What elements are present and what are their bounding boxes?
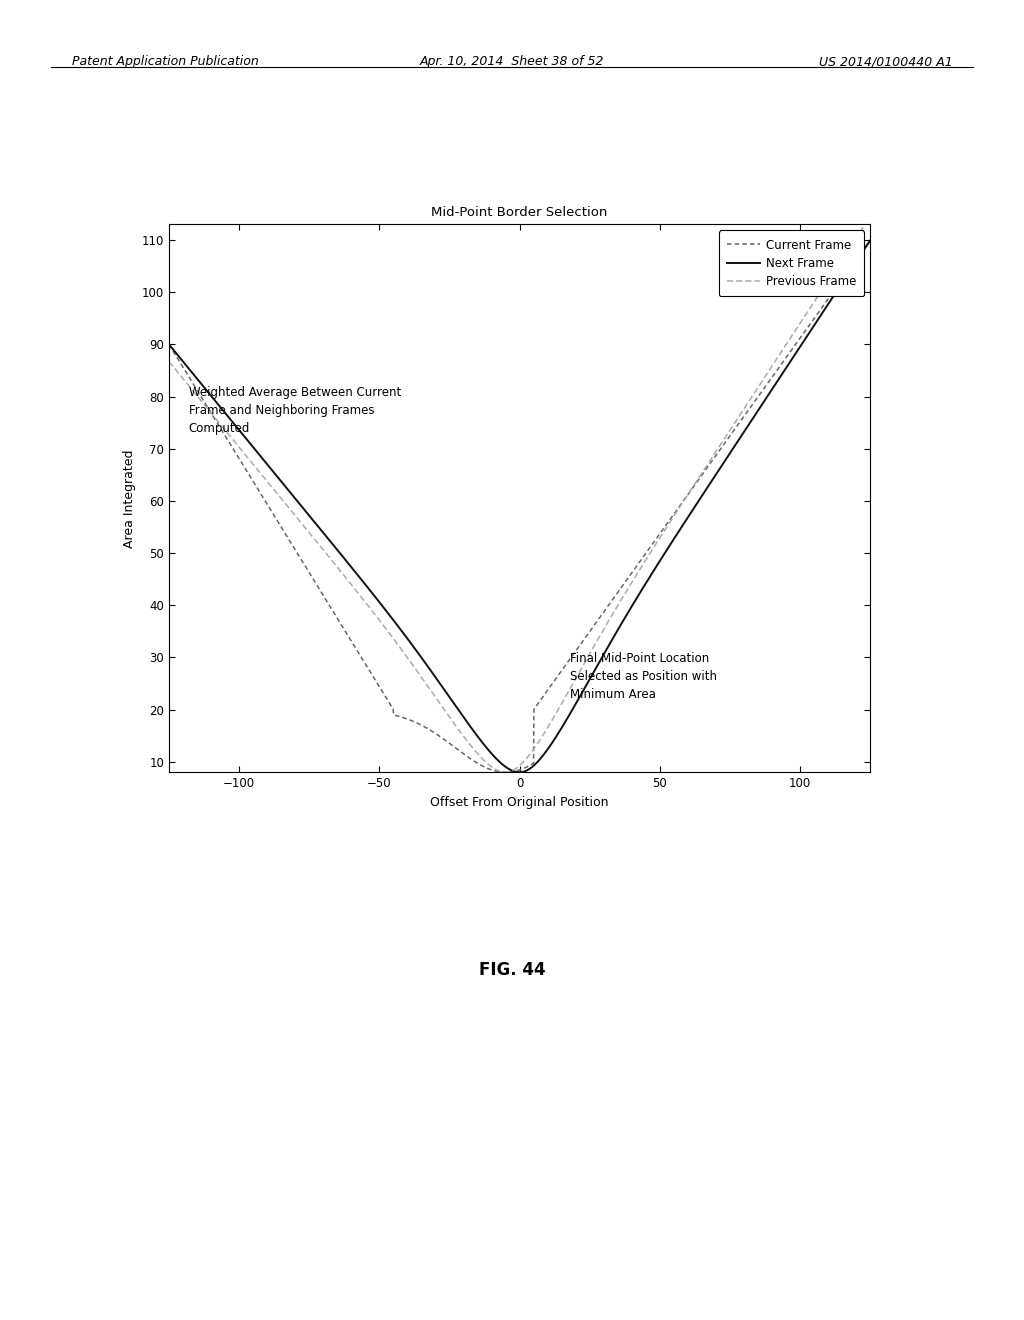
Next Frame: [199, 380, 211, 396]
Next Frame: [504, 762, 516, 777]
Title: Mid-Point Border Selection: Mid-Point Border Selection: [431, 206, 608, 219]
Next Frame: [864, 232, 877, 248]
Previous Frame: [844, 239, 856, 255]
Previous Frame: [844, 239, 856, 255]
Text: Apr. 10, 2014  Sheet 38 of 52: Apr. 10, 2014 Sheet 38 of 52: [420, 55, 604, 69]
Text: US 2014/0100440 A1: US 2014/0100440 A1: [818, 55, 952, 69]
Next Frame: [485, 746, 498, 762]
Previous Frame: [500, 764, 512, 780]
Text: Weighted Average Between Current
Frame and Neighboring Frames
Computed: Weighted Average Between Current Frame a…: [188, 387, 400, 436]
Current Frame: [485, 762, 498, 777]
Previous Frame: [504, 763, 516, 779]
Previous Frame: [716, 436, 728, 451]
Text: Final Mid-Point Location
Selected as Position with
Minimum Area: Final Mid-Point Location Selected as Pos…: [570, 652, 717, 701]
Line: Previous Frame: Previous Frame: [169, 216, 870, 772]
Line: Next Frame: Next Frame: [169, 240, 870, 772]
Current Frame: [844, 260, 856, 276]
Text: Patent Application Publication: Patent Application Publication: [72, 55, 258, 69]
Next Frame: [513, 764, 525, 780]
Legend: Current Frame, Next Frame, Previous Frame: Current Frame, Next Frame, Previous Fram…: [719, 230, 864, 297]
Line: Current Frame: Current Frame: [169, 240, 870, 772]
Current Frame: [163, 337, 175, 352]
Previous Frame: [485, 759, 498, 775]
Previous Frame: [864, 209, 877, 224]
Y-axis label: Area Integrated: Area Integrated: [123, 449, 136, 548]
Next Frame: [844, 263, 856, 279]
Next Frame: [844, 263, 856, 279]
Text: FIG. 44: FIG. 44: [478, 961, 546, 979]
Current Frame: [504, 764, 516, 780]
Current Frame: [844, 260, 856, 276]
Next Frame: [716, 458, 728, 474]
Current Frame: [500, 764, 512, 780]
Next Frame: [163, 337, 175, 352]
Current Frame: [716, 440, 728, 455]
Current Frame: [864, 232, 877, 248]
X-axis label: Offset From Original Position: Offset From Original Position: [430, 796, 609, 809]
Previous Frame: [199, 397, 211, 413]
Current Frame: [199, 395, 211, 411]
Previous Frame: [163, 354, 175, 370]
